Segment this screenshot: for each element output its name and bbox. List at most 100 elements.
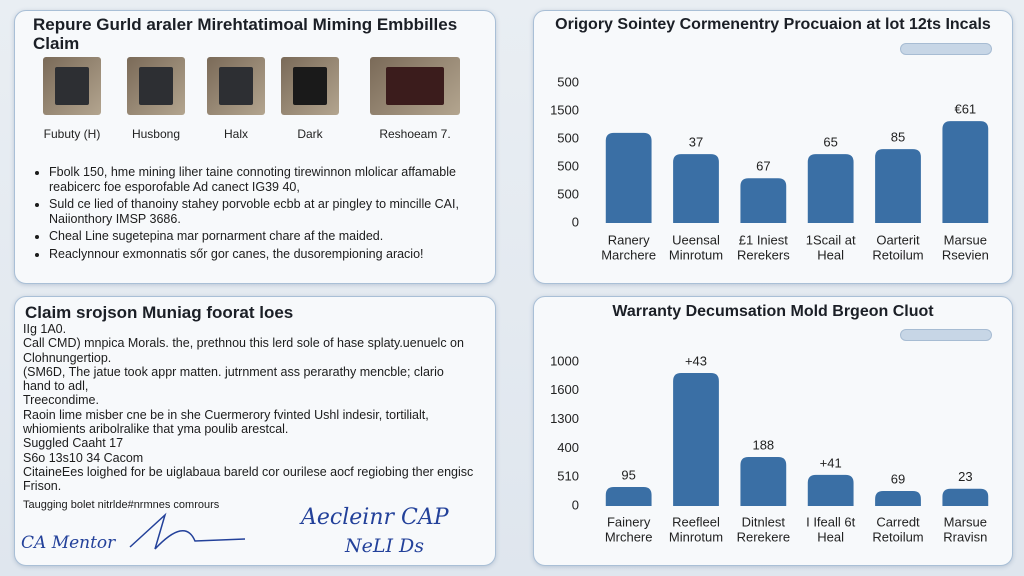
bullet-list: Fbolk 150, hme mining liher taine connot… [31, 165, 495, 264]
product: Halx [199, 57, 273, 141]
x-tick-label: Rerekere [737, 529, 790, 544]
chart-button[interactable] [900, 43, 992, 55]
x-tick-label: Fainery [607, 514, 651, 529]
text-line: (SM6D, The jatue took appr matten. jutrn… [23, 364, 444, 379]
text-line: whiomients aribolralike that yma poulib … [23, 422, 289, 437]
signature: Aecleinr CAP [301, 505, 449, 530]
signature: NeLI Ds [345, 535, 425, 557]
x-tick-label: Marsue [944, 514, 987, 529]
claim-panel: Claim srojson Muniag foorat loes IIg 1A0… [14, 296, 496, 566]
data-label: 95 [621, 467, 635, 482]
x-tick-label: Oarterit [876, 232, 920, 247]
panel-title: Repure Gurld araler Mirehtatimoal Miming… [33, 15, 458, 53]
y-tick-label: 510 [557, 469, 579, 484]
claim-text: IIg 1A0. Call CMD) mnpica Morals. the, p… [23, 322, 473, 512]
chart-title: Warranty Decumsation Mold Brgeon Cluot [612, 303, 934, 320]
signature-scribble [129, 512, 246, 550]
chart-button[interactable] [900, 329, 992, 341]
chart-panel: Warranty Decumsation Mold Brgeon Cluot 0 5… [533, 296, 1013, 566]
bar [740, 178, 787, 223]
signature: CA Mentor [21, 533, 116, 553]
x-tick-label: Retoilum [872, 529, 923, 544]
x-tick-label: Marsue [944, 232, 987, 247]
x-tick-label: Carredt [876, 514, 920, 529]
chart-panel: Origory Sointey Cormenentry Procuaion at… [533, 10, 1013, 284]
data-label: 37 [689, 135, 703, 150]
text-line: Taugging bolet nitrlde#nrmnes comrours [23, 498, 220, 511]
data-label: +41 [820, 455, 842, 470]
bar [875, 491, 921, 506]
text-line: Suggled Caaht 17 [23, 436, 124, 451]
y-tick-label: 1300 [550, 411, 579, 426]
data-label: 69 [891, 471, 905, 486]
product-label: Dark [297, 127, 323, 141]
bullet: Cheal Line sugetepina mar pornarment cha… [49, 229, 495, 244]
x-tick-label: Marchere [601, 247, 656, 262]
product-image [127, 57, 185, 115]
y-tick-label: 0 [572, 497, 579, 512]
product-image [281, 57, 339, 115]
product: Husbong [119, 57, 193, 141]
x-tick-label: Heal [817, 529, 844, 544]
product-image [207, 57, 265, 115]
product: Reshoeam 7. [365, 57, 465, 141]
data-label: €61 [954, 102, 976, 117]
chart: Warranty Decumsation Mold Brgeon Cluot 0 5… [550, 303, 989, 544]
product-label: Fubuty (H) [43, 127, 101, 141]
text-line: hand to adl, [23, 379, 89, 394]
product: Dark [273, 57, 347, 141]
x-tick-label: Ditnlest [742, 514, 786, 529]
x-tick-label: Retoilum [872, 247, 923, 262]
text-line: Raoin lime misber cne be in she Cuermero… [23, 407, 429, 422]
x-tick-label: Ueensal [672, 232, 720, 247]
text-line: CitaineEes loighed for be uiglabaua bare… [23, 464, 474, 479]
text-line: Call CMD) mnpica Morals. the, prethnou t… [23, 336, 464, 351]
x-tick-label: 1Scail at [806, 232, 856, 247]
text-line: Clohnungertiop. [23, 350, 112, 365]
product-panel: Repure Gurld araler Mirehtatimoal Miming… [14, 10, 496, 284]
y-tick-label: 500 [557, 130, 579, 145]
text-line: S6o 13s10 34 Cacom [23, 450, 144, 465]
text-line: IIg 1A0. [23, 322, 67, 336]
bar [807, 154, 854, 223]
bar [605, 132, 652, 223]
bar [605, 486, 652, 506]
product-label: Husbong [131, 127, 181, 141]
x-tick-label: Mrchere [605, 529, 653, 544]
y-tick-label: 400 [557, 440, 579, 455]
data-label: 67 [756, 159, 770, 174]
bullet: Suld ce lied of thanoiny stahey porvoble… [49, 197, 495, 226]
bar [942, 488, 989, 506]
product-label: Reshoeam 7. [379, 127, 451, 141]
bar [740, 457, 787, 506]
y-tick-label: 500 [557, 74, 579, 89]
data-label: 85 [891, 130, 905, 145]
x-tick-label: £1 Iniest [739, 232, 789, 247]
bar [875, 149, 921, 223]
data-label: 65 [823, 135, 837, 150]
x-tick-label: Reefleel [672, 514, 720, 529]
x-tick-label: Minrotum [669, 529, 723, 544]
bar [673, 154, 719, 223]
bullet: Reaclynnour exmonnatis sőr gor canes, th… [49, 247, 495, 262]
y-tick-label: 1000 [550, 353, 579, 368]
x-tick-label: I Ifeall 6t [806, 514, 856, 529]
text-line: Treecondime. [23, 393, 99, 408]
product-label: Halx [223, 127, 248, 141]
y-tick-label: 1500 [550, 102, 579, 117]
panel-title: Claim srojson Muniag foorat loes [25, 303, 294, 322]
product-image [370, 57, 460, 115]
data-label: +43 [685, 353, 707, 368]
bar [673, 372, 719, 506]
bar [942, 121, 989, 223]
data-label: 188 [752, 437, 774, 452]
x-tick-label: Heal [817, 247, 844, 262]
chart: Origory Sointey Cormenentry Procuaion at… [550, 16, 991, 262]
product-image [43, 57, 101, 115]
x-tick-label: Rravisn [943, 529, 987, 544]
x-tick-label: Ranery [608, 232, 650, 247]
x-tick-label: Minrotum [669, 247, 723, 262]
y-tick-label: 1600 [550, 382, 579, 397]
x-tick-label: Rsevien [942, 247, 989, 262]
